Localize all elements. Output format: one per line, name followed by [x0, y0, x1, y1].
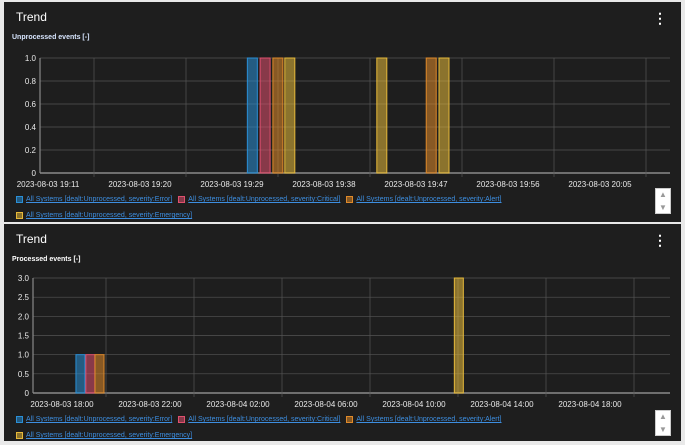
legend-scroll[interactable]: ▲ ▼: [655, 188, 671, 214]
y-tick-label: 2.0: [18, 312, 30, 321]
legend-label: All Systems [dealt:Unprocessed, severity…: [188, 196, 341, 203]
x-tick-label: 2023-08-04 18:00: [558, 400, 622, 409]
bar-error: [246, 57, 258, 174]
legend-scroll[interactable]: ▲ ▼: [655, 410, 671, 436]
x-tick-label: 2023-08-03 18:00: [30, 400, 94, 409]
legend-item-critical[interactable]: All Systems [dealt:Unprocessed, severity…: [178, 196, 340, 203]
kebab-icon[interactable]: ⋮: [653, 10, 667, 26]
legend-item-alert[interactable]: All Systems [dealt:Unprocessed, severity…: [346, 416, 502, 423]
legend-row-2: All Systems [dealt:Unprocessed, severity…: [16, 212, 192, 219]
y-tick-label: 1.0: [18, 351, 30, 360]
y-tick-label: 0.4: [25, 123, 37, 132]
x-tick-label: 2023-08-03 19:56: [476, 180, 540, 189]
trend-panel-processed: Trend ⋮ Processed events [-] 0 0.5 1.0 1.5 2…: [4, 224, 681, 441]
x-tick-label: 2023-08-03 19:29: [200, 180, 264, 189]
y-tick-label: 2.5: [18, 293, 30, 302]
y-tick-label: 1.5: [18, 332, 30, 341]
unprocessed-events-chart: 0 0.2 0.4 0.6 0.8 1.0 2023-08-03 19:11 2023-08-…: [17, 54, 670, 189]
x-tick-label: 2023-08-04 02:00: [206, 400, 270, 409]
x-tick-label: 2023-08-04 10:00: [382, 400, 446, 409]
x-tick-label: 2023-08-03 20:05: [568, 180, 632, 189]
y-tick-label: 0.8: [25, 77, 37, 86]
scroll-up-icon[interactable]: ▲: [659, 190, 667, 199]
panel-title: Trend: [16, 10, 47, 24]
bar-error: [75, 354, 86, 394]
kebab-icon[interactable]: ⋮: [653, 232, 667, 248]
bar-alert: [272, 57, 284, 174]
legend-item-critical[interactable]: All Systems [dealt:Unprocessed, severity…: [178, 416, 340, 423]
legend-item-emergency[interactable]: All Systems [dealt:Unprocessed, severity…: [16, 432, 192, 439]
chart-subtitle: Unprocessed events [-]: [12, 34, 90, 41]
legend-item-error[interactable]: All Systems [dealt:Unprocessed, severity…: [16, 196, 172, 203]
chart-subtitle: Processed events [-]: [12, 256, 81, 263]
legend-label: All Systems [dealt:Unprocessed, severity…: [188, 416, 341, 423]
y-tick-label: 0.5: [18, 370, 30, 379]
bar-emergency: [376, 57, 388, 174]
y-tick-label: 0.2: [25, 146, 37, 155]
x-tick-label: 2023-08-03 22:00: [118, 400, 182, 409]
x-tick-label: 2023-08-03 19:20: [108, 180, 172, 189]
y-tick-label: 3.0: [18, 274, 30, 283]
y-tick-label: 0: [32, 169, 37, 178]
legend-label: All Systems [dealt:Unprocessed, severity…: [26, 432, 193, 439]
bar-emergency: [438, 57, 450, 174]
bar-critical: [259, 57, 271, 174]
legend-label: All Systems [dealt:Unprocessed, severity…: [26, 212, 193, 219]
x-tick-label: 2023-08-03 19:38: [292, 180, 356, 189]
legend-label: All Systems [dealt:Unprocessed, severity…: [26, 416, 173, 423]
legend: All Systems [dealt:Unprocessed, severity…: [16, 196, 502, 203]
trend-panel-unprocessed: Trend ⋮ Unprocessed events [-] 0 0.2 0.4 0.…: [4, 2, 681, 222]
bar-emergency: [284, 57, 296, 174]
legend-item-alert[interactable]: All Systems [dealt:Unprocessed, severity…: [346, 196, 502, 203]
y-tick-label: 0.6: [25, 100, 37, 109]
legend-label: All Systems [dealt:Unprocessed, severity…: [26, 196, 173, 203]
panel-title: Trend: [16, 232, 47, 246]
x-tick-label: 2023-08-03 19:11: [17, 180, 80, 189]
legend: All Systems [dealt:Unprocessed, severity…: [16, 416, 502, 423]
y-tick-label: 0: [25, 389, 30, 398]
y-tick-label: 1.0: [25, 54, 37, 63]
bar-alert: [425, 57, 437, 174]
x-tick-label: 2023-08-04 14:00: [470, 400, 534, 409]
scroll-down-icon[interactable]: ▼: [659, 203, 667, 212]
x-tick-label: 2023-08-03 19:47: [384, 180, 448, 189]
processed-events-chart: 0 0.5 1.0 1.5 2.0 2.5 3.0 2023-08-03 18:00 2023-…: [18, 274, 670, 409]
bar-emergency: [453, 277, 464, 394]
bar-critical: [85, 354, 96, 394]
legend-item-error[interactable]: All Systems [dealt:Unprocessed, severity…: [16, 416, 172, 423]
x-tick-label: 2023-08-04 06:00: [294, 400, 358, 409]
legend-label: All Systems [dealt:Unprocessed, severity…: [356, 416, 502, 423]
scroll-up-icon[interactable]: ▲: [659, 412, 667, 421]
legend-row-2: All Systems [dealt:Unprocessed, severity…: [16, 432, 192, 439]
legend-item-emergency[interactable]: All Systems [dealt:Unprocessed, severity…: [16, 212, 192, 219]
bar-alert: [94, 354, 105, 394]
scroll-down-icon[interactable]: ▼: [659, 425, 667, 434]
legend-label: All Systems [dealt:Unprocessed, severity…: [356, 196, 502, 203]
